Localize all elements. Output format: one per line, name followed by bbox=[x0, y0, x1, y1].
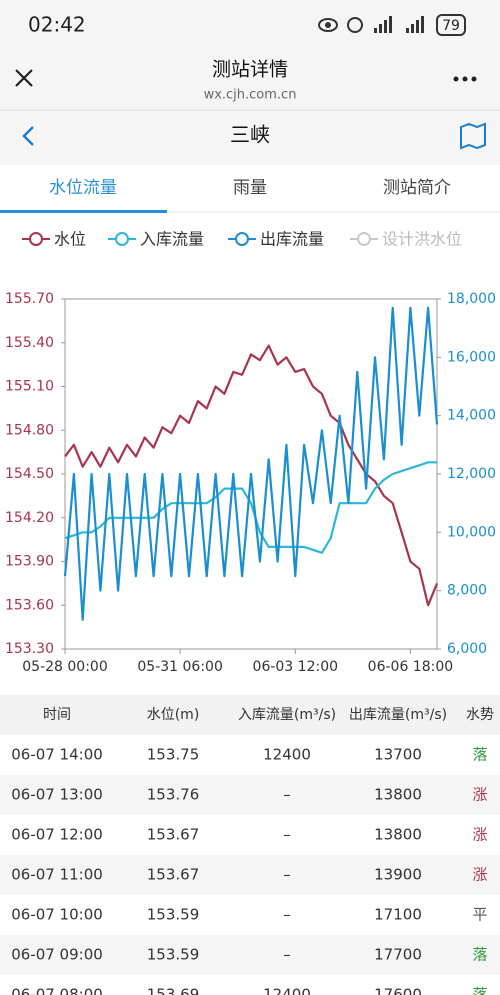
x-tick-label: 05-31 06:00 bbox=[137, 659, 222, 675]
legend-marker bbox=[357, 232, 371, 246]
y-tick-label: 153.30 bbox=[5, 641, 54, 657]
y2-tick-label: 14,000 bbox=[447, 408, 496, 424]
legend-marker bbox=[115, 232, 129, 246]
table-cell: 17600 bbox=[374, 986, 422, 995]
table-cell: 落 bbox=[472, 746, 487, 764]
y-tick-label: 154.50 bbox=[5, 466, 54, 482]
legend-label: 出库流量 bbox=[260, 230, 324, 249]
y2-tick-label: 6,000 bbox=[447, 641, 487, 657]
legend-item[interactable]: 水位 bbox=[22, 230, 86, 249]
status-icons bbox=[318, 14, 466, 36]
table-cell: 落 bbox=[472, 986, 487, 995]
table-row-bg bbox=[0, 735, 500, 775]
tab-indicator bbox=[0, 210, 167, 213]
legend-label: 设计洪水位 bbox=[382, 230, 462, 249]
status-time: 02:42 bbox=[28, 13, 86, 37]
table-row-bg bbox=[0, 775, 500, 815]
table-cell: 12400 bbox=[263, 746, 311, 764]
table-cell: 落 bbox=[472, 946, 487, 964]
table-row-bg bbox=[0, 815, 500, 855]
close-icon[interactable] bbox=[15, 69, 33, 87]
y-tick-label: 153.60 bbox=[5, 597, 54, 613]
table-cell: 06-07 10:00 bbox=[11, 906, 103, 924]
table-cell: 153.69 bbox=[147, 986, 200, 995]
table-cell: – bbox=[283, 866, 291, 884]
legend-item[interactable]: 出库流量 bbox=[228, 230, 324, 249]
table-cell: – bbox=[283, 946, 291, 964]
series-line bbox=[63, 306, 439, 621]
map-icon[interactable] bbox=[460, 122, 486, 150]
y2-tick-label: 12,000 bbox=[447, 466, 496, 482]
table-header-bg bbox=[0, 695, 500, 735]
table-cell: 06-07 11:00 bbox=[11, 866, 103, 884]
tab[interactable]: 测站简介 bbox=[383, 178, 451, 198]
table-cell: 涨 bbox=[472, 786, 487, 804]
table-cell: 153.76 bbox=[147, 786, 200, 804]
y-tick-label: 154.20 bbox=[5, 510, 54, 526]
legend-item[interactable]: 设计洪水位 bbox=[350, 230, 462, 249]
table-cell: 12400 bbox=[263, 986, 311, 995]
series-line bbox=[64, 461, 437, 554]
tab[interactable]: 雨量 bbox=[233, 178, 267, 198]
table-cell: 13800 bbox=[374, 826, 422, 844]
table-cell: – bbox=[283, 826, 291, 844]
table-header: 入库流量(m³/s) bbox=[238, 707, 336, 723]
y2-tick-label: 16,000 bbox=[447, 349, 496, 365]
table-header: 时间 bbox=[43, 707, 71, 723]
table-cell: 平 bbox=[472, 906, 487, 924]
x-tick-label: 06-03 12:00 bbox=[253, 659, 338, 675]
table-cell: 06-07 13:00 bbox=[11, 786, 103, 804]
legend-item[interactable]: 入库流量 bbox=[108, 230, 204, 249]
table-row-bg bbox=[0, 855, 500, 895]
table-cell: 153.75 bbox=[147, 746, 200, 764]
table-cell: 17700 bbox=[374, 946, 422, 964]
x-tick-label: 06-06 18:00 bbox=[368, 659, 453, 675]
more-icon[interactable] bbox=[453, 76, 477, 82]
table-header: 水势 bbox=[466, 707, 494, 723]
table-row-bg bbox=[0, 935, 500, 975]
table-cell: 13700 bbox=[374, 746, 422, 764]
table-cell: 06-07 09:00 bbox=[11, 946, 103, 964]
table-cell: 涨 bbox=[472, 866, 487, 884]
legend-marker bbox=[29, 232, 43, 246]
series-line bbox=[64, 344, 439, 607]
table-cell: 153.67 bbox=[147, 866, 200, 884]
table-cell: 153.59 bbox=[147, 906, 200, 924]
y-tick-label: 155.40 bbox=[5, 335, 54, 351]
page-title: 测站详情 bbox=[212, 59, 288, 81]
battery: 79 bbox=[442, 18, 460, 34]
y-tick-label: 153.90 bbox=[5, 554, 54, 570]
legend-label: 水位 bbox=[54, 230, 86, 249]
table-cell: 153.59 bbox=[147, 946, 200, 964]
tab[interactable]: 水位流量 bbox=[49, 178, 117, 198]
table-cell: 17100 bbox=[374, 906, 422, 924]
y2-tick-label: 8,000 bbox=[447, 583, 487, 599]
table-cell: 涨 bbox=[472, 826, 487, 844]
table-cell: 06-07 14:00 bbox=[11, 746, 103, 764]
table-header: 出库流量(m³/s) bbox=[349, 707, 447, 723]
table-cell: – bbox=[283, 786, 291, 804]
y-tick-label: 154.80 bbox=[5, 422, 54, 438]
back-icon[interactable] bbox=[22, 126, 34, 146]
y2-tick-label: 18,000 bbox=[447, 291, 496, 307]
table-row-bg bbox=[0, 895, 500, 935]
y-tick-label: 155.10 bbox=[5, 379, 54, 395]
legend-marker bbox=[235, 232, 249, 246]
table-cell: 06-07 08:00 bbox=[11, 986, 103, 995]
legend-label: 入库流量 bbox=[140, 230, 204, 249]
table-row-bg bbox=[0, 975, 500, 995]
table-cell: 13800 bbox=[374, 786, 422, 804]
table-cell: – bbox=[283, 906, 291, 924]
page-url: wx.cjh.com.cn bbox=[204, 88, 297, 103]
x-tick-label: 05-28 00:00 bbox=[22, 659, 107, 675]
y-tick-label: 155.70 bbox=[5, 291, 54, 307]
table-cell: 153.67 bbox=[147, 826, 200, 844]
table-cell: 13900 bbox=[374, 866, 422, 884]
table-cell: 06-07 12:00 bbox=[11, 826, 103, 844]
station-name: 三峡 bbox=[230, 123, 270, 147]
table-header: 水位(m) bbox=[147, 707, 200, 723]
y2-tick-label: 10,000 bbox=[447, 524, 496, 540]
